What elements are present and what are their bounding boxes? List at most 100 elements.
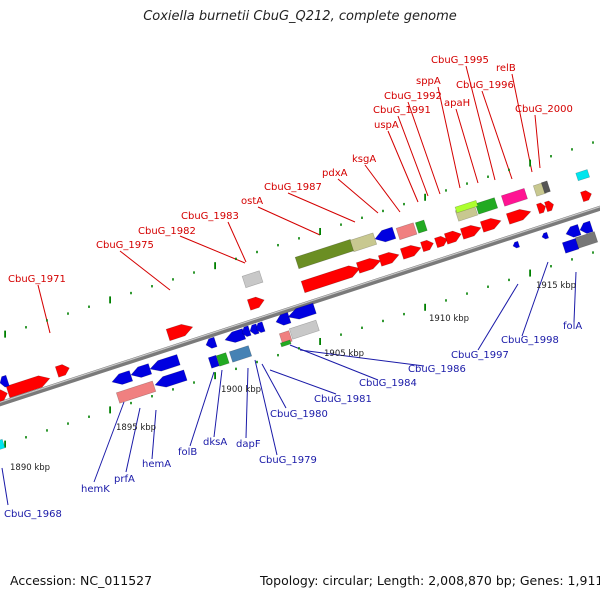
gene-leader-line [337, 178, 379, 214]
scale-tick [193, 381, 195, 384]
scale-tick [592, 251, 594, 254]
forward-gene [165, 324, 194, 342]
gene-label: CbuG_1987 [264, 182, 322, 193]
scale-tick [25, 436, 27, 439]
forward-gene [246, 296, 265, 311]
forward-gene [479, 218, 502, 233]
gene-label: CbuG_1997 [451, 350, 509, 361]
scale-tick [319, 227, 321, 235]
gene-leader-line [364, 164, 401, 213]
scale-tick [214, 262, 216, 270]
scale-tick [172, 388, 174, 391]
scale-tick [445, 189, 447, 192]
reverse-gene [154, 369, 188, 388]
gene-label: folB [178, 447, 197, 458]
scale-tick [361, 216, 363, 219]
scale-tick [277, 243, 279, 247]
gene-label: folA [563, 321, 582, 332]
gene-label: CbuG_1984 [359, 378, 417, 389]
reverse-gene [224, 328, 247, 343]
reverse-gene [255, 321, 266, 333]
feature-block [280, 339, 292, 348]
gene-leader-line [455, 108, 479, 184]
gene-label: CbuG_1971 [8, 274, 66, 285]
kbp-label: 1890 kbp [10, 463, 50, 473]
scale-tick [235, 367, 237, 371]
scale-tick [571, 258, 573, 261]
scale-tick [340, 333, 342, 336]
gene-label: CbuG_1992 [384, 91, 442, 102]
scale-tick [235, 257, 237, 261]
gene-leader-line [261, 363, 287, 409]
reverse-gene [149, 354, 181, 372]
gene-label: CbuG_1975 [96, 240, 154, 251]
forward-gene [420, 239, 434, 253]
scale-tick [529, 269, 531, 277]
forward-gene [0, 389, 8, 403]
scale-tick [424, 303, 426, 311]
gene-label: hemK [81, 484, 110, 495]
gene-leader-line [521, 261, 549, 337]
genome-backbone [0, 205, 600, 407]
accession-text: Accession: NC_011527 [10, 573, 153, 588]
scale-tick [424, 193, 426, 201]
gene-leader-line [245, 367, 249, 439]
scale-tick [340, 223, 342, 226]
forward-gene [377, 252, 400, 267]
forward-gene [5, 375, 51, 399]
gene-leader-line [465, 65, 496, 181]
forward-gene [505, 209, 532, 225]
gene-leader-line [125, 407, 141, 473]
scale-tick [382, 209, 384, 213]
feature-block [0, 438, 6, 451]
reverse-gene [241, 325, 252, 337]
feature-block [395, 222, 418, 241]
gene-leader-line [269, 369, 337, 395]
gene-leader-line [437, 86, 461, 189]
scale-tick [130, 401, 132, 405]
gene-leader-line [93, 401, 125, 483]
scale-tick [487, 175, 489, 178]
scale-tick [46, 319, 48, 322]
scale-tick [571, 148, 573, 151]
gene-label: CbuG_1986 [408, 364, 466, 375]
scale-tick [298, 237, 300, 240]
gene-leader-line [227, 221, 247, 263]
scale-tick [88, 305, 90, 308]
scale-tick [109, 296, 111, 304]
gene-label: relB [496, 63, 516, 74]
gene-label: pdxA [322, 168, 348, 179]
scale-tick [382, 319, 384, 323]
scale-tick [487, 285, 489, 288]
forward-gene [300, 265, 361, 294]
gene-leader-line [1, 467, 9, 506]
gene-leader-line [477, 283, 519, 351]
reverse-gene [0, 374, 10, 388]
scale-tick [550, 155, 552, 158]
forward-gene [459, 225, 482, 240]
gene-label: CbuG_2000 [515, 104, 573, 115]
scale-tick [109, 406, 111, 414]
scale-tick [256, 250, 258, 254]
gene-leader-line [151, 409, 157, 460]
feature-block [575, 169, 591, 182]
scale-tick [130, 291, 132, 295]
gene-leader-line [481, 90, 513, 180]
scale-tick [172, 278, 174, 281]
feature-block [288, 319, 320, 340]
reverse-gene [207, 354, 220, 369]
gene-leader-line [37, 284, 51, 334]
scale-tick [88, 415, 90, 418]
gene-label: CbuG_1981 [314, 394, 372, 405]
gene-label: prfA [114, 474, 135, 485]
feature-block [474, 197, 499, 215]
topology-summary-text: Topology: circular; Length: 2,008,870 bp… [260, 573, 600, 588]
feature-block [294, 238, 355, 270]
scale-tick [319, 337, 321, 345]
gene-leader-line [189, 371, 215, 447]
gene-leader-line [511, 73, 533, 173]
scale-tick [508, 168, 510, 172]
reverse-gene [565, 224, 582, 238]
gene-label: apaH [444, 98, 470, 109]
